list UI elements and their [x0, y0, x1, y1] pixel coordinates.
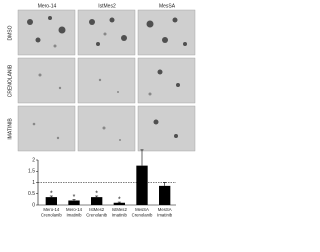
significance-mark: * — [118, 196, 121, 203]
bar-chart: 00.511.52Mero-14Crenolanib*Mero-14Imatin… — [28, 149, 176, 218]
bar — [91, 197, 103, 205]
significance-mark: * — [50, 190, 53, 197]
figure: Mero-14 IstMes2 MesSA DMSO CRENOLANIB IM… — [7, 3, 196, 218]
x-tick-label: MesSA — [135, 207, 149, 212]
bar — [136, 165, 148, 205]
y-tick-label: 1 — [32, 180, 35, 186]
significance-mark: * — [95, 190, 98, 197]
y-tick-label: 0.5 — [28, 191, 35, 197]
micrograph — [77, 57, 136, 104]
y-tick-label: 2 — [32, 157, 35, 163]
micrograph — [77, 9, 136, 56]
significance-mark: * — [73, 194, 76, 201]
column-label: Mero-14 — [38, 3, 57, 9]
y-tick-label: 1.5 — [28, 169, 35, 175]
x-tick-label: Mero-14 — [66, 207, 83, 212]
x-tick-label: MesSA — [158, 207, 172, 212]
x-tick-label: IstMes2 — [112, 207, 128, 212]
row-label: DMSO — [7, 25, 13, 40]
micrograph — [17, 105, 76, 152]
column-label: MesSA — [159, 3, 176, 9]
x-tick-label: Imatinib — [157, 213, 173, 218]
micrograph — [137, 57, 196, 104]
micrograph — [77, 105, 136, 152]
bar — [45, 197, 57, 205]
row-label: IMATINIB — [7, 118, 13, 140]
x-tick-label: Imatinib — [112, 213, 128, 218]
micrographs: Mero-14 IstMes2 MesSA DMSO CRENOLANIB IM… — [7, 3, 196, 152]
micrograph — [137, 105, 196, 152]
x-tick-label: IstMes2 — [89, 207, 105, 212]
column-label: IstMes2 — [98, 3, 116, 9]
x-tick-label: Mero-14 — [43, 207, 60, 212]
x-tick-label: Crenolanib — [86, 213, 107, 218]
bar — [68, 200, 80, 205]
micrograph — [17, 9, 76, 56]
x-tick-label: Imatinib — [66, 213, 82, 218]
row-label: CRENOLANIB — [7, 64, 13, 97]
spheroids — [27, 16, 187, 141]
y-tick-label: 0 — [32, 202, 35, 208]
micrograph — [17, 57, 76, 104]
x-tick-label: Crenolanib — [132, 213, 153, 218]
bar — [113, 202, 125, 205]
bar — [159, 185, 171, 205]
x-tick-label: Crenolanib — [41, 213, 62, 218]
micrograph — [137, 9, 196, 56]
